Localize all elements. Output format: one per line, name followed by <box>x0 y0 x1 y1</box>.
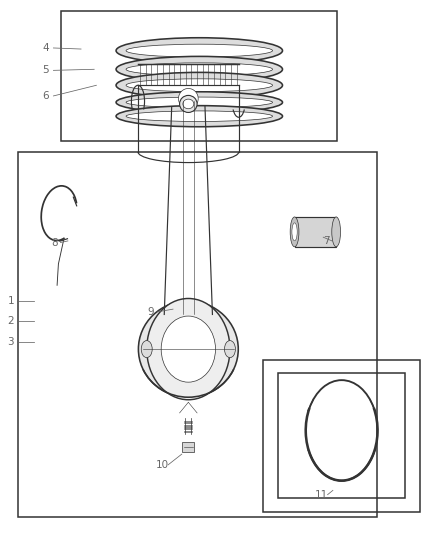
Bar <box>182 442 194 452</box>
Ellipse shape <box>225 341 236 358</box>
Text: 11: 11 <box>315 490 328 499</box>
Ellipse shape <box>126 111 272 122</box>
Text: 3: 3 <box>7 337 14 347</box>
Ellipse shape <box>116 72 283 98</box>
Ellipse shape <box>332 217 340 247</box>
Ellipse shape <box>180 95 197 112</box>
Text: 8: 8 <box>51 238 58 247</box>
Text: 6: 6 <box>42 91 49 101</box>
Ellipse shape <box>126 44 272 57</box>
Ellipse shape <box>126 79 272 92</box>
Ellipse shape <box>183 99 194 109</box>
Text: 1: 1 <box>7 296 14 306</box>
Bar <box>294 217 336 247</box>
Ellipse shape <box>138 301 238 397</box>
Bar <box>278 373 405 498</box>
Ellipse shape <box>116 92 283 113</box>
Ellipse shape <box>126 63 272 76</box>
Ellipse shape <box>116 106 283 127</box>
Ellipse shape <box>116 38 283 63</box>
Circle shape <box>147 298 230 400</box>
Circle shape <box>161 316 215 382</box>
Text: 2: 2 <box>7 316 14 326</box>
Bar <box>263 360 420 512</box>
Ellipse shape <box>290 217 299 247</box>
Text: 10: 10 <box>155 460 169 470</box>
Bar <box>61 11 337 141</box>
Ellipse shape <box>292 223 297 241</box>
Ellipse shape <box>126 97 272 108</box>
Text: 4: 4 <box>42 43 49 53</box>
Ellipse shape <box>116 56 283 82</box>
Text: 9: 9 <box>148 307 155 317</box>
Text: 5: 5 <box>42 66 49 75</box>
Bar <box>18 152 377 517</box>
Ellipse shape <box>179 88 198 109</box>
Ellipse shape <box>141 341 152 358</box>
Text: 7: 7 <box>323 236 330 246</box>
